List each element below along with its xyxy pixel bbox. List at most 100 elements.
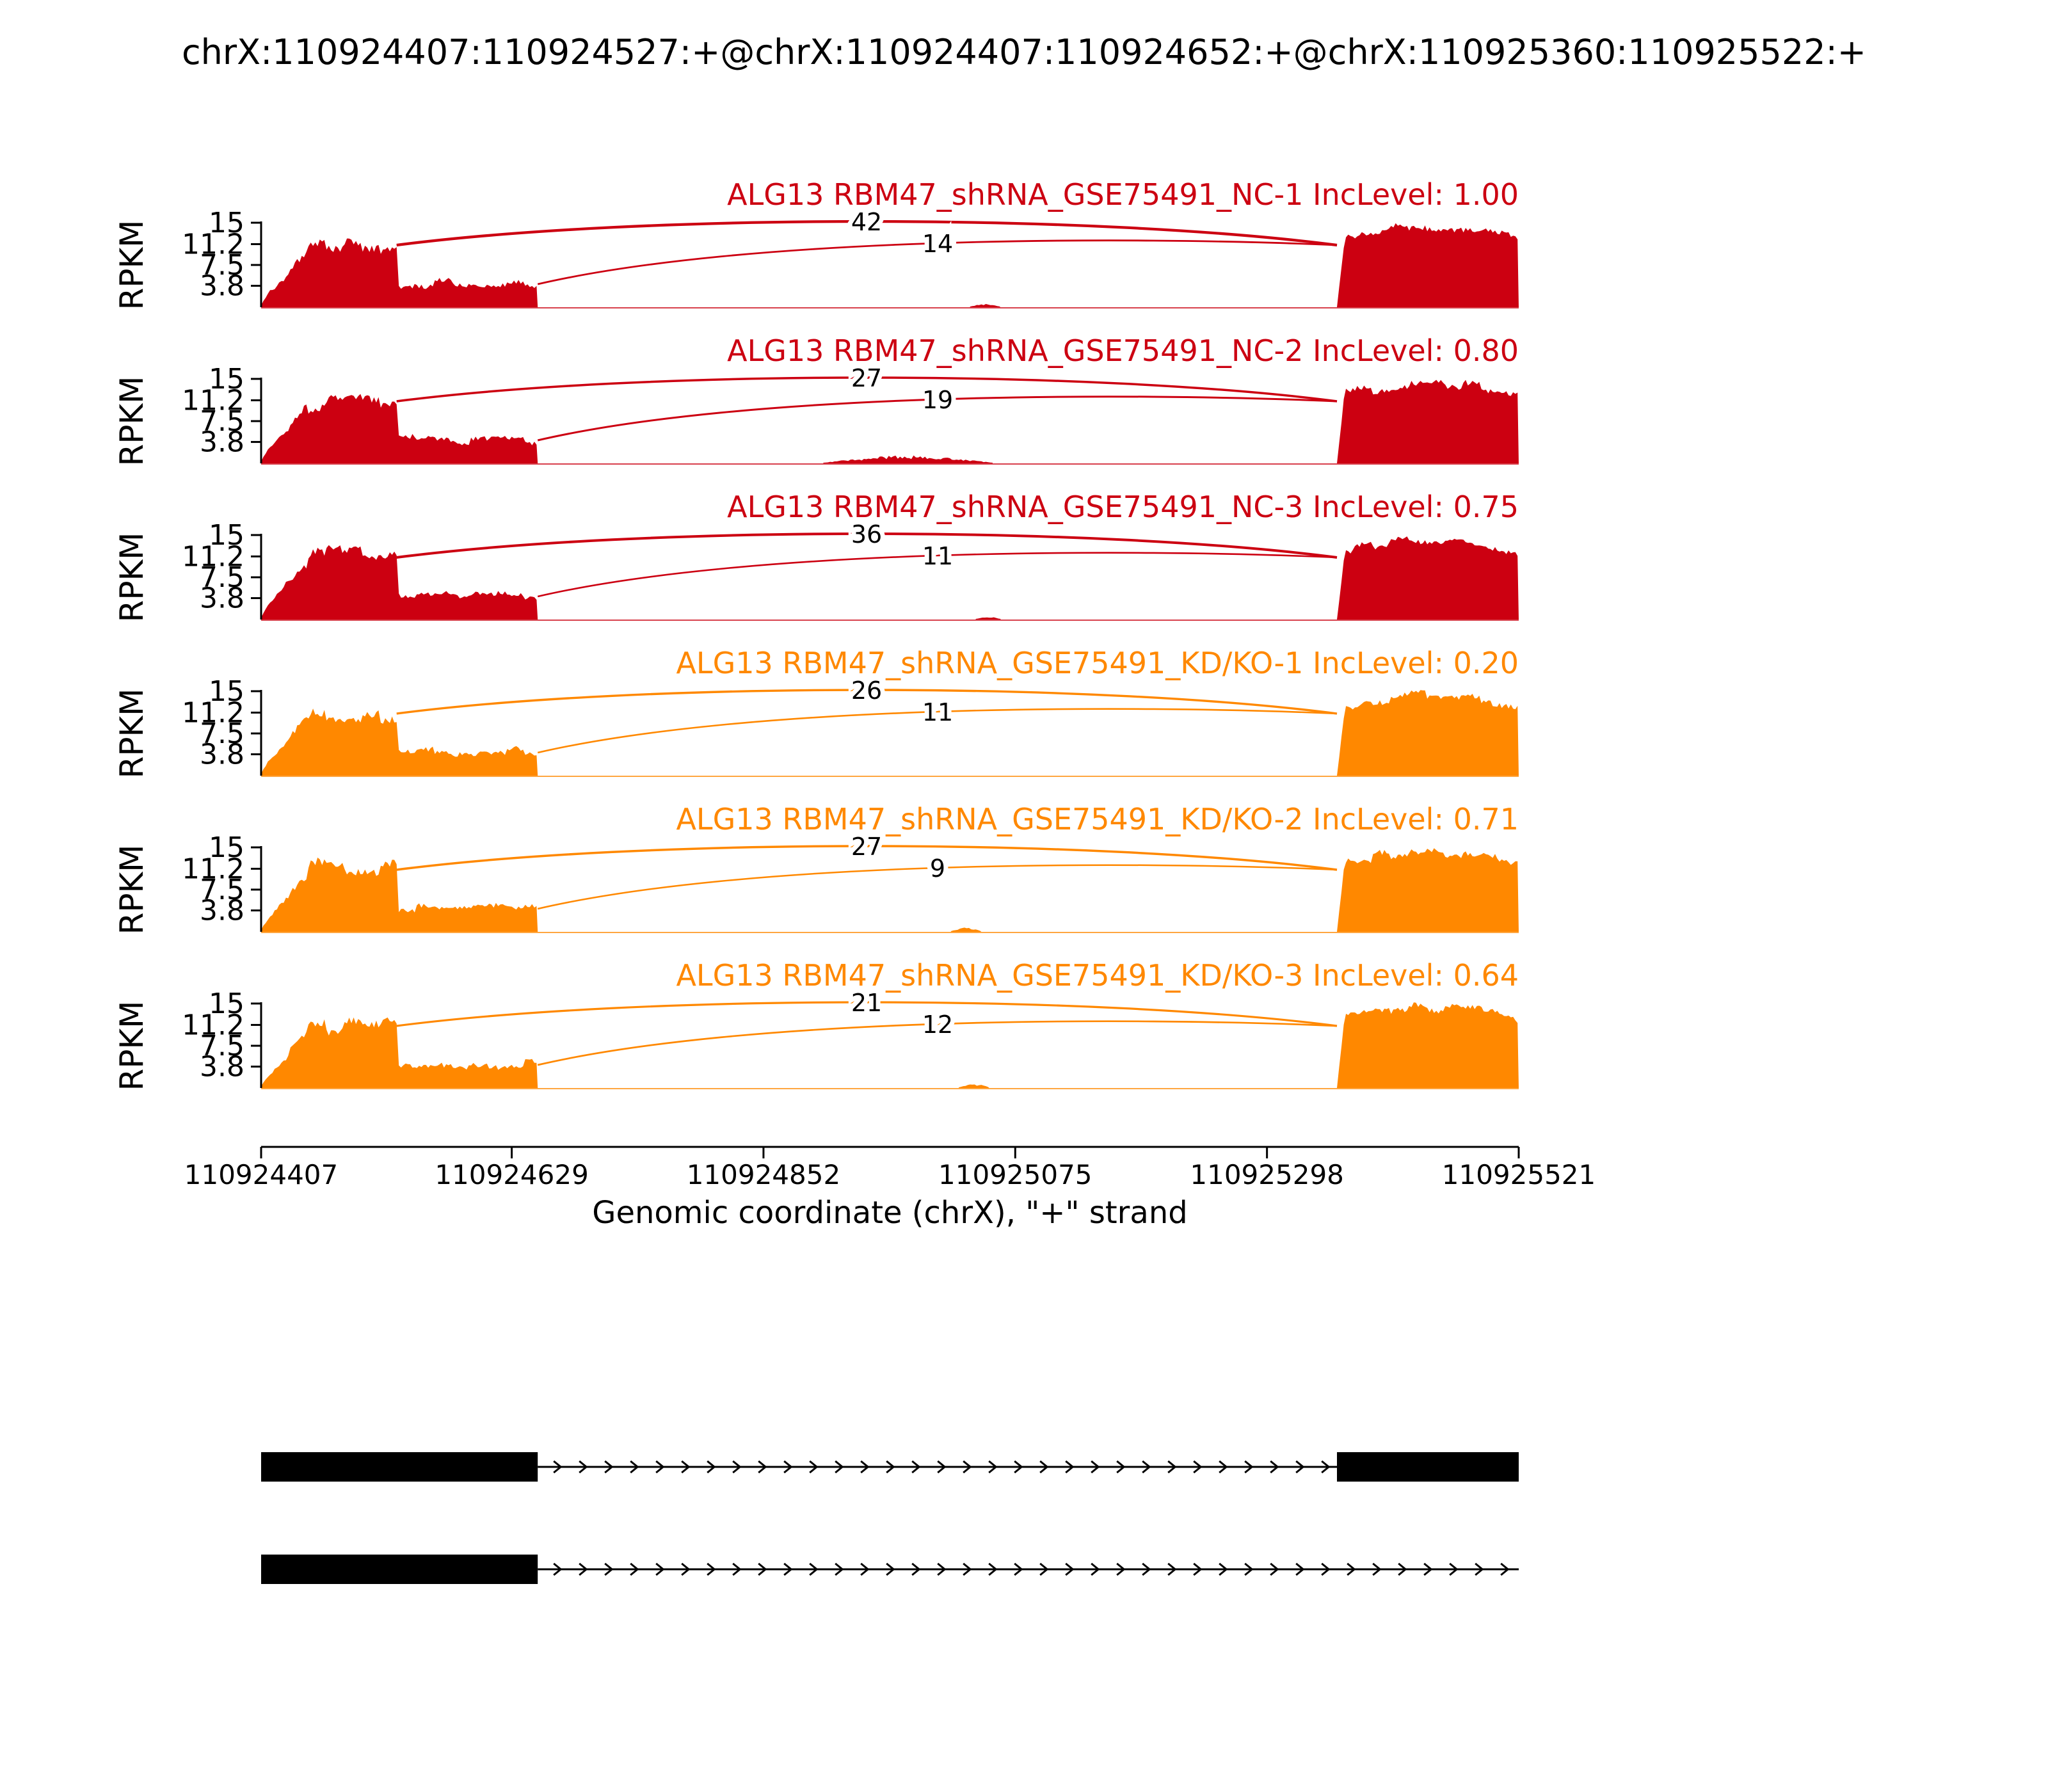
intron-arrow [1500,1562,1510,1576]
coverage-left-exon [261,394,538,463]
x-tick-label: 110924629 [435,1159,589,1190]
intron-arrow [1167,1562,1177,1576]
track-title: ALG13 RBM47_shRNA_GSE75491_KD/KO-1 IncLe… [676,646,1519,680]
junction-count: 14 [922,230,953,258]
junction-count: 19 [922,386,953,414]
coverage-right-exon [1337,536,1519,620]
y-tick-label: 3.8 [200,270,244,303]
coverage-right-exon [1337,1002,1519,1088]
coverage-bump [975,617,1001,620]
intron-arrow [1475,1562,1484,1576]
intron-arrow [1116,1460,1126,1474]
intron-arrow [681,1562,691,1576]
coverage-left-exon [261,238,538,307]
y-tick-label: 11.2 [182,1009,244,1041]
intron-arrow [988,1562,998,1576]
intron-arrow [553,1562,563,1576]
coverage-bump [970,304,1001,307]
coverage-right-exon [1337,690,1519,776]
intron-arrow [1244,1562,1254,1576]
junction-count: 21 [851,989,882,1017]
junction-count: 11 [922,542,953,570]
intron-arrow [1193,1562,1203,1576]
intron-arrow [1347,1562,1356,1576]
y-tick-label: 11.2 [182,852,244,885]
intron-arrow [1167,1460,1177,1474]
junction-arc [396,1001,1338,1027]
intron-arrow [1321,1460,1331,1474]
intron-arrow [732,1460,742,1474]
intron-arrow [1116,1562,1126,1576]
y-axis-label: RPKM [113,532,150,623]
intron-arrow [758,1460,767,1474]
intron-arrow [1014,1562,1023,1576]
track-title: ALG13 RBM47_shRNA_GSE75491_KD/KO-3 IncLe… [676,958,1519,993]
junction-arc [537,552,1338,598]
intron-arrow [1270,1562,1279,1576]
intron-arrow [783,1460,793,1474]
coverage-left-exon [261,708,538,776]
intron-arrow [911,1562,921,1576]
intron-arrow [937,1460,947,1474]
intron-arrow [963,1460,972,1474]
y-tick-label: 11.2 [182,384,244,417]
intron-arrow [835,1562,844,1576]
intron-arrow [835,1460,844,1474]
intron-arrow [1372,1562,1382,1576]
intron-arrow [630,1460,639,1474]
y-tick-label: 3.8 [200,739,244,771]
coverage-right-exon [1337,380,1519,463]
intron-arrow [783,1562,793,1576]
y-tick-label: 15 [209,988,244,1020]
junction-count: 27 [851,364,882,392]
intron-arrow [988,1460,998,1474]
intron-arrow [1270,1460,1279,1474]
y-tick-label: 11.2 [182,228,244,260]
y-tick-label: 15 [209,831,244,864]
intron-arrow [1423,1562,1433,1576]
junction-arc [537,864,1338,910]
y-tick-label: 11.2 [182,696,244,729]
intron-arrow [1193,1460,1203,1474]
track-title: ALG13 RBM47_shRNA_GSE75491_NC-2 IncLevel… [727,333,1519,368]
track-title: ALG13 RBM47_shRNA_GSE75491_KD/KO-2 IncLe… [676,802,1519,836]
intron-arrow [707,1460,716,1474]
y-tick-label: 15 [209,519,244,552]
track-title: ALG13 RBM47_shRNA_GSE75491_NC-3 IncLevel… [727,490,1519,524]
junction-arc [537,1020,1338,1066]
intron-arrow [655,1562,665,1576]
intron-arrow [1321,1562,1331,1576]
intron-arrow [1065,1460,1075,1474]
coverage-right-exon [1337,848,1519,932]
intron-arrow [758,1562,767,1576]
y-tick-label: 15 [209,207,244,239]
isoform-1 [261,1452,1519,1482]
y-tick-label: 11.2 [182,540,244,573]
intron-arrow [579,1460,588,1474]
intron-arrow [1244,1460,1254,1474]
y-tick-label: 3.8 [200,582,244,615]
intron-arrow [1065,1562,1075,1576]
coverage-left-exon [261,1017,538,1088]
intron-arrow [1142,1562,1151,1576]
intron-arrow [604,1460,614,1474]
intron-arrow [937,1562,947,1576]
junction-count: 42 [851,208,882,236]
intron-arrow [553,1460,563,1474]
intron-arrow [1219,1562,1228,1576]
x-tick-label: 110924407 [184,1159,339,1190]
intron-arrow [1014,1460,1023,1474]
intron-arrow [1398,1562,1407,1576]
intron-arrow [579,1562,588,1576]
intron-arrow [1449,1562,1459,1576]
intron-arrow [655,1460,665,1474]
exon-block [261,1452,538,1482]
y-tick-label: 7.5 [200,874,244,906]
y-tick-label: 3.8 [200,1051,244,1084]
intron-arrow [732,1562,742,1576]
